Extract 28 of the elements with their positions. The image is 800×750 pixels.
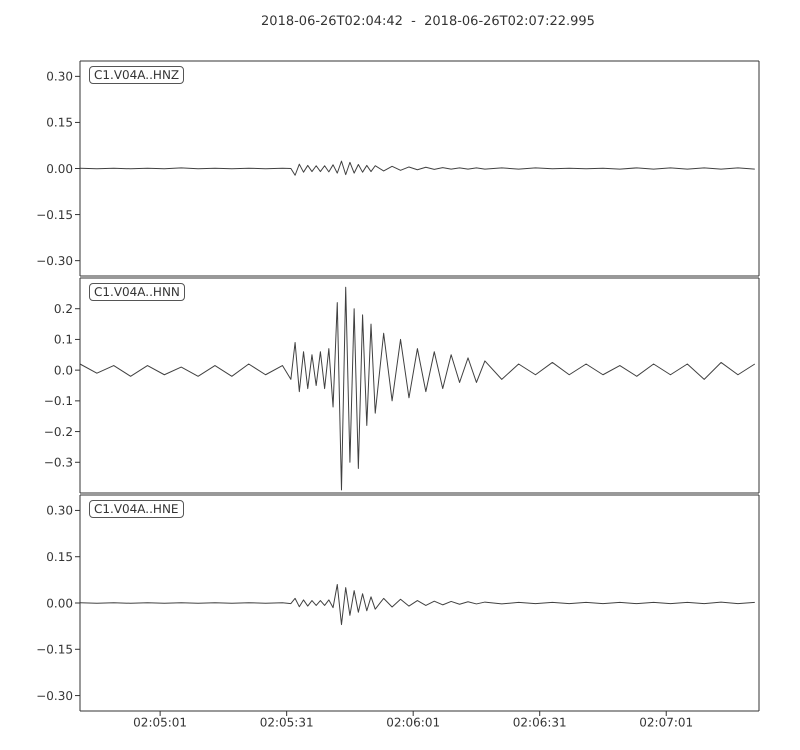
y-tick-label: −0.1: [44, 394, 73, 408]
annotation: C1.V04A..HNE: [89, 500, 184, 518]
x-tick-label: 02:06:31: [512, 716, 567, 730]
y-tick-label: 0.00: [46, 162, 73, 176]
annotation: C1.V04A..HNZ: [89, 66, 184, 84]
x-tick-label: 02:05:31: [260, 716, 314, 730]
y-tick-label: −0.30: [36, 254, 73, 268]
y-tick-label: −0.2: [44, 424, 73, 439]
x-tick-label: 02:06:01: [386, 716, 440, 730]
y-tick-label: −0.15: [36, 208, 73, 222]
y-tick-label: 0.30: [46, 70, 73, 84]
y-tick-label: 0.15: [46, 550, 73, 564]
y-tick-label: 0.0: [54, 363, 73, 378]
y-tick-label: 0.15: [46, 116, 73, 130]
y-tick-label: 0.00: [46, 596, 73, 610]
y-tick-label: 0.30: [46, 504, 73, 518]
line-series: [80, 584, 756, 626]
y-tick-label: 0.2: [54, 302, 73, 316]
line-series: [80, 286, 756, 490]
x-tick-label: 02:05:01: [133, 716, 188, 730]
x-tick-label: 02:07:01: [639, 716, 694, 730]
y-tick-label: −0.15: [36, 642, 73, 657]
line-series: [80, 160, 756, 176]
y-tick-label: −0.30: [36, 688, 73, 703]
y-tick-label: −0.3: [44, 456, 73, 470]
y-tick-label: 0.1: [54, 332, 73, 347]
annotation: C1.V04A..HNN: [89, 283, 185, 301]
chart-title: 2018-06-26T02:04:42 - 2018-06-26T02:07:22.995: [261, 14, 595, 29]
